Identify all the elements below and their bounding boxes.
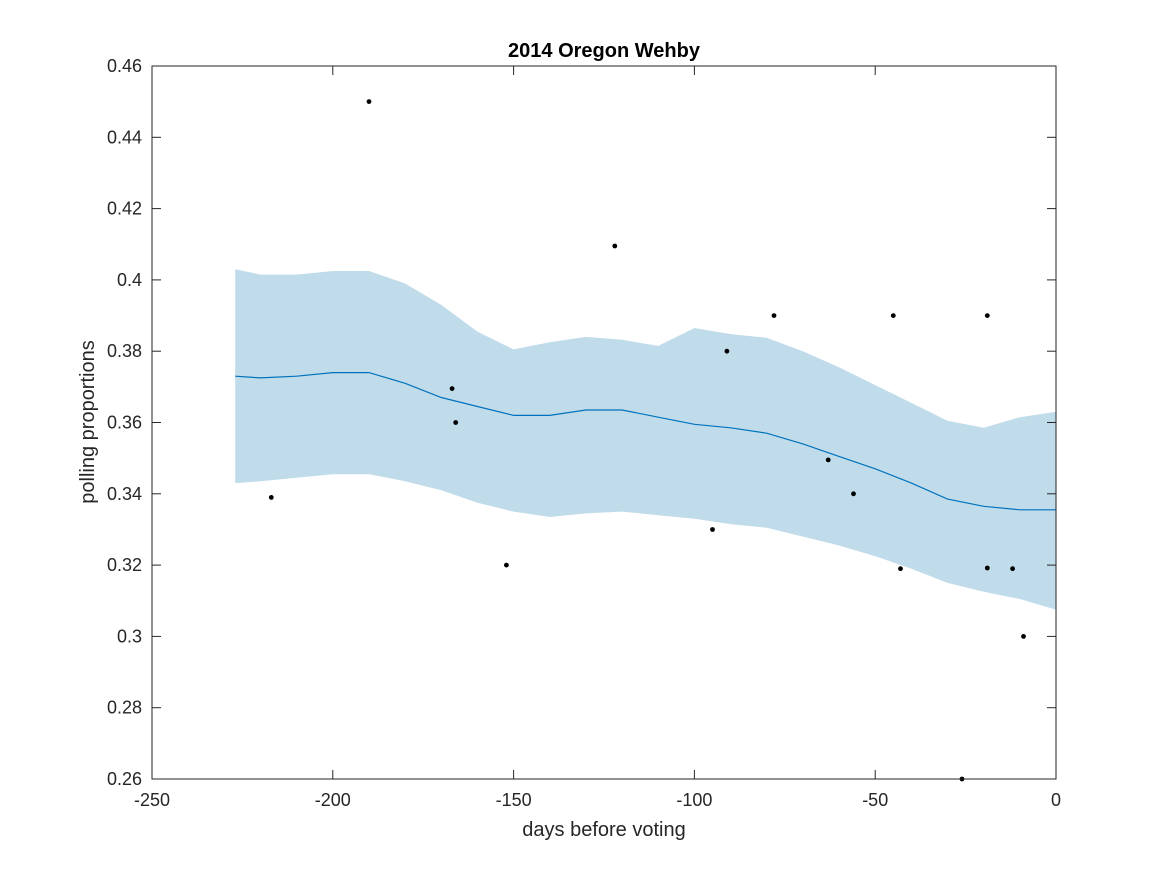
y-tick-label: 0.28 <box>107 698 142 718</box>
y-tick-label: 0.38 <box>107 341 142 361</box>
poll-point <box>851 491 856 497</box>
poll-point <box>984 313 990 318</box>
poll-point <box>890 313 896 318</box>
x-tick-label: -250 <box>134 790 170 810</box>
chart-title: 2014 Oregon Wehby <box>508 40 701 62</box>
x-tick-label: -150 <box>496 790 532 810</box>
trend-line <box>235 372 1056 511</box>
poll-point <box>1021 634 1026 639</box>
poll-point <box>710 527 715 532</box>
poll-point <box>898 566 903 572</box>
confidence-band <box>235 269 1056 610</box>
y-tick-label: 0.46 <box>107 56 142 76</box>
x-axis-label: days before voting <box>522 819 685 841</box>
y-axis-label: polling proportions <box>77 340 99 503</box>
confidence-band-layer <box>235 269 1056 610</box>
x-tick-label: -50 <box>862 790 888 810</box>
y-tick-label: 0.26 <box>107 769 142 789</box>
poll-point <box>984 565 990 571</box>
tick-layer: -250 -200 -150 -100 -50 0 0.26 0.28 0.3 0.32 0.34 0… <box>107 56 1061 810</box>
poll-point <box>366 99 372 104</box>
trend-line-layer <box>235 372 1056 511</box>
y-tick-label: 0.42 <box>107 199 142 219</box>
x-tick-label: -200 <box>315 790 351 810</box>
y-tick-label: 0.34 <box>107 484 142 504</box>
x-tick-label: 0 <box>1051 790 1061 810</box>
x-tick-label: -100 <box>676 790 712 810</box>
poll-point <box>612 243 618 249</box>
poll-point <box>453 420 459 425</box>
y-tick-label: 0.32 <box>107 555 142 575</box>
poll-point <box>771 313 777 318</box>
y-tick-label: 0.44 <box>107 127 142 147</box>
poll-point <box>504 562 509 568</box>
poll-point <box>1010 566 1015 572</box>
y-tick-label: 0.36 <box>107 413 142 433</box>
poll-point <box>268 495 274 500</box>
y-tick-label: 0.3 <box>117 626 142 646</box>
poll-points-layer <box>268 99 1026 782</box>
poll-point <box>449 386 455 391</box>
poll-point <box>724 348 730 354</box>
y-tick-label: 0.4 <box>117 270 142 290</box>
poll-point <box>825 457 831 463</box>
